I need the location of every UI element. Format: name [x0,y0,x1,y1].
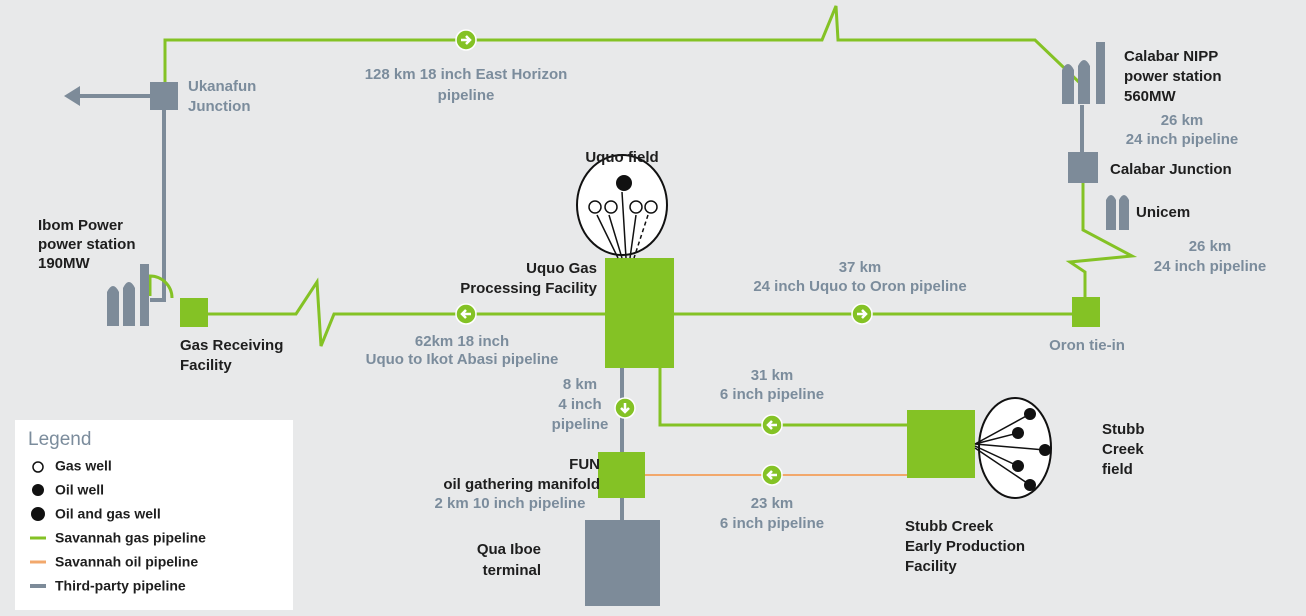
node-label: Calabar NIPP [1124,48,1218,65]
ukanafun-junction [150,82,178,110]
east-horizon-pipeline [163,5,1084,87]
node-label: Creek [1102,441,1144,458]
pipeline-label: 26 km [1189,238,1232,255]
ibom-link [148,274,174,299]
node-label: Gas Receiving [180,337,283,354]
flow-arrow-chevron [620,403,630,414]
pipeline-label: 62km 18 inch [415,333,509,350]
node-label: Stubb [1102,421,1145,438]
legend-item: Savannah oil pipeline [55,554,198,570]
legend-item: Oil and gas well [55,506,161,522]
stubb-creek-field [974,397,1052,499]
node-label: Junction [188,98,251,115]
node-label: Unicem [1136,204,1190,221]
node-label: Processing Facility [460,280,597,297]
ukanafun-ibom [150,110,166,302]
oron-tie-in [1072,297,1100,327]
pipeline-label: 4 inch [558,396,601,413]
node-label: Stubb Creek [905,518,994,535]
uquo-gas-processing-facility [605,258,674,368]
flow-arrow-chevron [766,420,777,430]
uquo-field [576,154,668,259]
ibom-power-station [107,264,149,326]
pipeline-label: 6 inch pipeline [720,386,824,403]
pipeline-label: pipeline [552,416,609,433]
node-label: oil gathering manifold [443,476,600,493]
legend-box [15,420,293,610]
node-label: Uquo Gas [526,260,597,277]
node-label: power station [1124,68,1222,85]
pipeline-label: 23 km [751,495,794,512]
legend-item: Third-party pipeline [55,578,186,594]
legend-item: Savannah gas pipeline [55,530,206,546]
pipeline-label: 24 inch pipeline [1154,258,1267,275]
fun-manifold [598,452,645,498]
unicem-plant [1106,195,1129,230]
legend-item: Gas well [55,458,112,474]
flow-arrow-chevron [461,35,472,45]
calabar-power-station [1062,42,1105,104]
pipeline-label: 8 km [563,376,597,393]
node-label: 190MW [38,255,91,272]
legend-title: Legend [28,429,91,450]
node-label: field [1102,461,1133,478]
flow-arrow-chevron [857,309,868,319]
pipeline-label: 2 km 10 inch pipeline [435,495,586,512]
legend-item: Oil well [55,482,104,498]
node-label: Uquo field [585,149,658,166]
calabar-junction [1068,152,1098,183]
pipeline-label: 31 km [751,367,794,384]
arrow-west [64,86,80,106]
pipeline-label: 6 inch pipeline [720,515,824,532]
flow-arrow-chevron [460,309,471,319]
node-label: power station [38,236,136,253]
legend-icons [30,461,46,588]
node-label: terminal [483,562,541,579]
pipeline-label: 24 inch Uquo to Oron pipeline [753,278,966,295]
calabar-oron-pipeline [1065,183,1138,297]
flow-arrow-chevron [766,470,777,480]
qua-iboe-terminal [585,520,660,606]
node-label: Qua Iboe [477,541,541,558]
pipeline-label: 24 inch pipeline [1126,131,1239,148]
pipeline-label: pipeline [438,87,495,104]
ikot-abasi-pipeline [208,277,605,347]
node-label: Calabar Junction [1110,161,1232,178]
node-label: Facility [905,558,957,575]
pipeline-label: 128 km 18 inch East Horizon [365,66,568,83]
node-label: Early Production [905,538,1025,555]
node-label: FUN [569,456,600,473]
pipeline-label: 26 km [1161,112,1204,129]
node-label: Ukanafun [188,78,256,95]
node-label: Oron tie-in [1049,337,1125,354]
node-label: Ibom Power [38,217,123,234]
gas-receiving-facility [180,298,208,327]
stubb-gas-pipeline [658,368,907,427]
pipeline-label: Uquo to Ikot Abasi pipeline [366,351,559,368]
pipeline-label: 37 km [839,259,882,276]
node-label: 560MW [1124,88,1177,105]
node-label: Facility [180,357,232,374]
stubb-creek-facility [907,410,975,478]
